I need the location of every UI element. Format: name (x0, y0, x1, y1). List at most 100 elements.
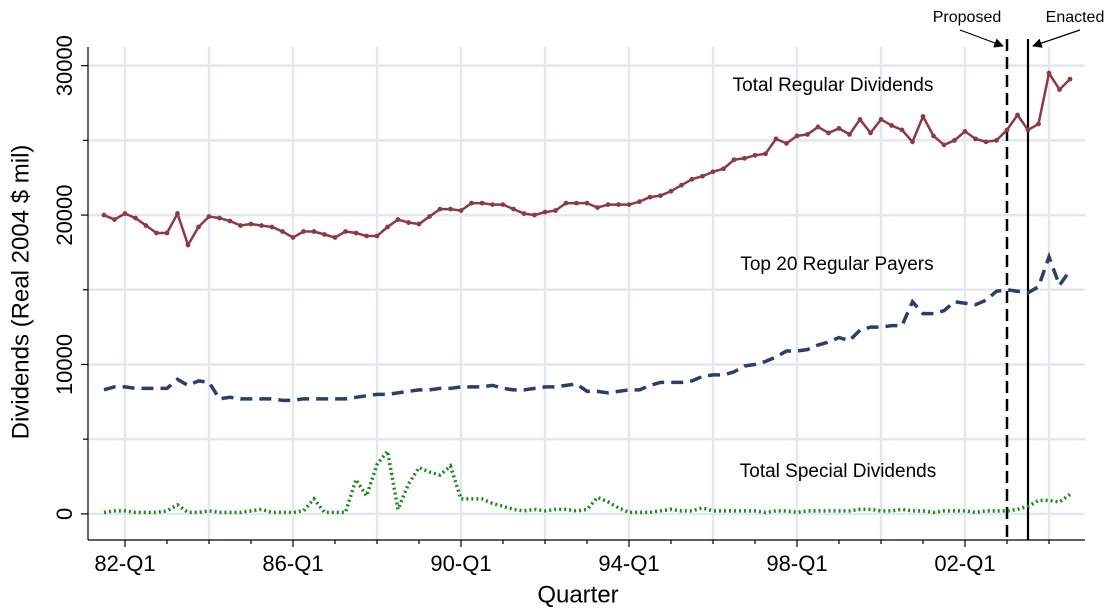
x-tick-label: 98-Q1 (766, 551, 827, 576)
marker (658, 193, 663, 199)
marker (332, 235, 338, 240)
marker (437, 206, 443, 212)
marker (668, 188, 674, 194)
x-tick-label: 94-Q1 (598, 551, 659, 576)
marker (1036, 121, 1041, 127)
marker (679, 182, 684, 188)
marker (374, 233, 380, 239)
marker (353, 230, 359, 236)
marker (364, 233, 369, 239)
marker (1025, 127, 1031, 133)
x-tick-label: 02-Q1 (934, 551, 995, 576)
y-tick-label: 0 (52, 508, 77, 520)
marker (511, 206, 516, 212)
marker (794, 133, 800, 139)
marker (206, 214, 212, 219)
marker (605, 202, 611, 208)
marker (857, 117, 863, 122)
x-axis-title: Quarter (537, 581, 618, 608)
marker (763, 151, 768, 157)
marker (784, 140, 789, 146)
marker (154, 230, 159, 236)
series-label: Top 20 Regular Payers (740, 254, 933, 275)
marker (217, 215, 222, 221)
marker (994, 137, 999, 143)
marker (175, 211, 180, 216)
series-line (103, 251, 1072, 403)
series-line (103, 69, 1071, 248)
marker (689, 176, 695, 182)
marker (164, 230, 170, 236)
marker (710, 169, 716, 175)
marker (521, 211, 527, 216)
annotation: Proposed (933, 9, 1002, 26)
x-tick-label: 86-Q1 (262, 551, 323, 576)
marker (122, 211, 128, 216)
marker (101, 212, 107, 218)
marker (826, 130, 831, 136)
annotation: Enacted (1046, 9, 1105, 26)
marker (647, 194, 653, 200)
marker (584, 200, 590, 206)
marker (616, 202, 621, 208)
marker (500, 202, 506, 208)
arrow (959, 29, 1004, 48)
marker (542, 209, 548, 215)
marker (805, 131, 810, 137)
marker (395, 217, 401, 222)
marker (185, 242, 191, 248)
marker (301, 229, 306, 234)
marker (553, 208, 558, 213)
marker (490, 202, 495, 208)
marker (143, 223, 149, 228)
marker (731, 157, 737, 163)
marker (280, 229, 285, 234)
marker (721, 166, 726, 172)
marker (385, 224, 390, 230)
marker (962, 129, 968, 134)
series-label: Total Regular Dividends (733, 75, 934, 96)
y-tick-label: 30000 (52, 35, 77, 96)
marker (227, 218, 233, 224)
marker (563, 200, 569, 206)
marker (742, 155, 747, 161)
marker (868, 130, 873, 136)
marker (343, 229, 348, 234)
marker (458, 208, 464, 213)
marker (259, 223, 264, 228)
marker (1057, 87, 1062, 92)
marker (910, 139, 915, 145)
marker (133, 215, 138, 221)
marker (899, 127, 905, 133)
marker (815, 124, 821, 130)
marker (931, 133, 936, 139)
marker (983, 139, 989, 145)
arrow (1032, 29, 1081, 48)
series-line (103, 446, 1072, 516)
y-tick-label: 20000 (52, 184, 77, 245)
marker (1046, 70, 1052, 76)
y-tick-label: 10000 (52, 334, 77, 395)
marker (238, 223, 243, 228)
marker (836, 126, 842, 131)
marker (269, 224, 275, 230)
marker (406, 220, 411, 225)
marker (479, 200, 485, 206)
marker (416, 221, 422, 227)
marker (752, 152, 758, 158)
marker (322, 232, 327, 237)
marker (469, 200, 474, 206)
marker (889, 123, 894, 128)
marker (626, 202, 632, 208)
marker (952, 137, 957, 143)
marker (448, 206, 453, 212)
marker (1004, 127, 1010, 133)
marker (700, 173, 705, 179)
marker (1067, 76, 1073, 82)
marker (920, 114, 926, 119)
marker (311, 229, 317, 234)
marker (532, 212, 537, 218)
marker (878, 117, 884, 122)
marker (290, 235, 296, 240)
